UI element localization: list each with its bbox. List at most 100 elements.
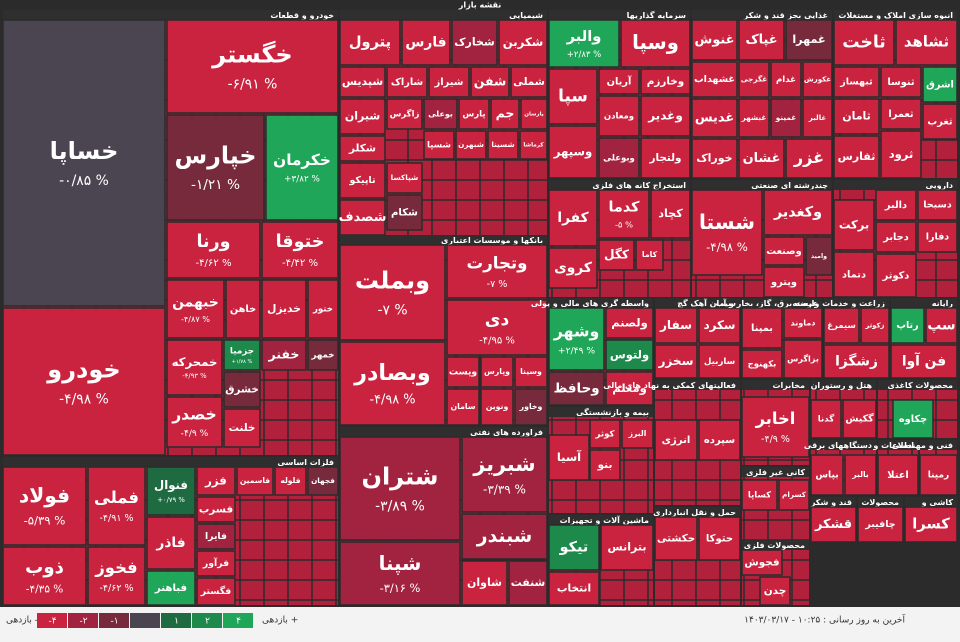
tile-name: خساپا: [50, 137, 119, 165]
tile: [461, 560, 508, 606]
tile: [451, 19, 498, 66]
sector: هتل و رستوران گدنا گکیش: [810, 380, 877, 439]
tile-name: چدن: [764, 585, 787, 597]
sector-header: [742, 540, 809, 550]
tile: [875, 253, 917, 298]
tile: [892, 399, 934, 439]
tile-name: ذوب: [25, 557, 64, 578]
tile-name: فولاد: [19, 483, 70, 507]
tile: [621, 419, 654, 449]
sector-header: [692, 180, 832, 190]
tile: [785, 138, 833, 179]
tile: [654, 516, 698, 561]
tile-name: ورنا: [196, 232, 230, 252]
tile: [339, 66, 386, 98]
sector-header: [920, 440, 957, 450]
sector-title: بانکها و موسسات اعتباری: [441, 236, 543, 245]
tile-name: سامان: [450, 402, 475, 411]
sector-title: انبوه سازی املاک و مستغلات: [838, 11, 953, 20]
legend-swatch: [99, 613, 129, 628]
tile: [785, 19, 833, 61]
tile-name: دالبر: [884, 200, 907, 211]
tile: [514, 388, 548, 426]
tile: [877, 454, 919, 496]
tile-name: فارس: [405, 35, 446, 51]
sector-title: دستگاههای برقی: [804, 440, 872, 450]
tile: [2, 466, 87, 546]
tile: [783, 339, 823, 379]
tile: [386, 162, 423, 194]
tile: [261, 339, 307, 371]
tile: [548, 571, 600, 606]
tile-name: ثغرب: [927, 117, 952, 128]
tile-name: وخاور: [519, 402, 543, 411]
tile-name: وپترو: [770, 277, 797, 288]
tile-name: خاهن: [230, 304, 256, 315]
sector: واسطه گری های مالی و پولی وشهر +۲/۴۹ % ولصن…: [531, 298, 654, 406]
tile: [833, 98, 880, 135]
legend-swatch: [223, 613, 253, 628]
tile-name: تاپیکو: [348, 175, 375, 186]
tile-value: +۳/۸۲ %: [284, 174, 320, 184]
tile-name: جم: [496, 106, 515, 121]
sector-header: [878, 380, 957, 390]
tile-name: والبر: [566, 28, 602, 45]
tile: [548, 19, 620, 68]
tile-name: کوثر: [595, 430, 615, 440]
sector-title: چندرشته ای صنعتی: [751, 181, 828, 190]
tile: [698, 344, 741, 379]
sector: دارویی برکت دالبر دسبحا دجابر دفارا دتماد دکوثر: [833, 180, 958, 298]
tile: [166, 221, 261, 279]
tile: [548, 524, 600, 571]
sector-title: محصولات فلزی: [744, 541, 805, 550]
tile-name: فزر: [204, 474, 227, 489]
sector-header: [742, 380, 809, 390]
tile: [2, 546, 87, 606]
tile: [548, 307, 605, 371]
sector-title: بیمه و بازنشستگی: [576, 407, 649, 417]
tile-name: سخزر: [657, 354, 693, 368]
sector-header: [3, 457, 338, 467]
tile-name: زکوثر: [865, 322, 885, 330]
sector: محصولات فلزی فجوش چدن: [741, 540, 809, 606]
tile-name: دجابر: [882, 232, 909, 243]
tile-value: -۱/۲۱ %: [191, 177, 240, 193]
tile: [860, 307, 890, 344]
sector: فعالیتهای کمکی به نهاد های مالی انرژی سپرد…: [603, 380, 741, 505]
legend: -۴ -۲ -۱ ۱ ۲ ۴: [37, 613, 253, 628]
tile: [698, 516, 741, 561]
sector-header: [811, 497, 856, 507]
sector-title: قند و شکر: [810, 498, 852, 507]
tile: [654, 419, 698, 461]
tile: [423, 98, 458, 130]
tile-name: خگستر: [211, 41, 292, 69]
tile-name: شصدف: [339, 210, 387, 225]
sector-title: زراعت و خدمات وابسته: [792, 299, 885, 308]
tile-name: غشان: [743, 151, 781, 166]
tile-name: شبهرن: [458, 140, 484, 149]
tile-name: فلوله: [280, 476, 300, 485]
sector-header: [549, 298, 653, 308]
tile-name: دفارا: [926, 232, 950, 243]
tile-name: دسبحا: [923, 200, 952, 211]
tile: [600, 524, 654, 571]
tile-value: -۵/۳۹ %: [24, 514, 66, 528]
tile: [548, 247, 598, 289]
tile: [265, 114, 339, 221]
tile: [519, 130, 548, 160]
tile: [654, 344, 698, 379]
legend-negative-label: بازدهی -: [6, 616, 38, 626]
tile-name: زشگزا: [835, 353, 878, 370]
tile-name: فخوز: [94, 558, 137, 577]
tile: [741, 396, 810, 458]
tile-name: گکیش: [845, 413, 874, 425]
sector: دستگاههای برقی بپاس بالبر: [804, 440, 877, 496]
sector-header: [891, 298, 957, 308]
sector-title: مخابرات: [773, 381, 806, 390]
tile: [548, 434, 590, 481]
tile: [470, 66, 510, 98]
sector: محصولات کاغذی چکاوه: [878, 380, 957, 439]
sector-title: ماشین آلات و تجهیزات: [560, 515, 649, 525]
sector-header: [3, 10, 338, 20]
tile: [650, 189, 691, 239]
